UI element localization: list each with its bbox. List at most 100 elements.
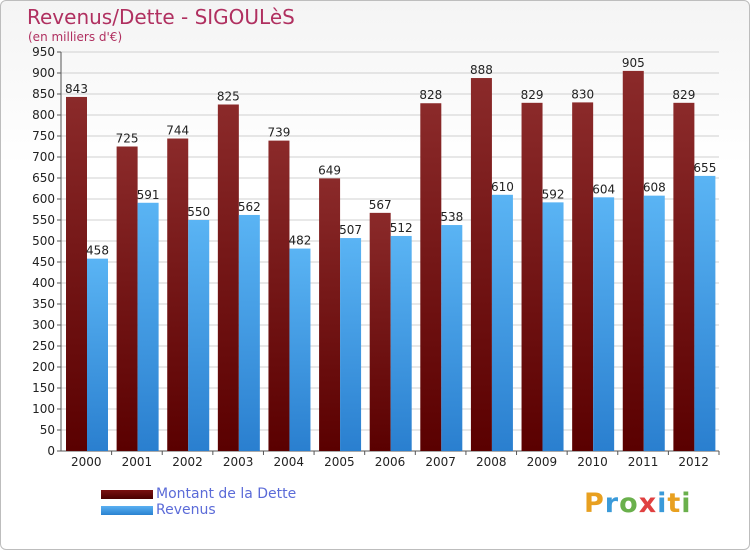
bar-debt xyxy=(622,70,644,452)
data-label-debt: 905 xyxy=(622,56,645,70)
bar-revenue xyxy=(238,214,260,451)
bar-debt xyxy=(268,140,290,451)
bar-revenue xyxy=(188,220,210,451)
y-tick-label: 200 xyxy=(32,360,55,374)
y-tick-label: 450 xyxy=(32,255,55,269)
y-tick-label: 400 xyxy=(32,276,55,290)
data-label-revenue: 550 xyxy=(187,205,210,219)
data-label-revenue: 591 xyxy=(137,188,160,202)
data-label-revenue: 592 xyxy=(542,187,565,201)
y-tick-label: 300 xyxy=(32,318,55,332)
logo-letter: P xyxy=(584,488,605,519)
bar-debt xyxy=(673,102,695,451)
bar-revenue xyxy=(643,195,665,451)
bar-revenue xyxy=(289,248,311,451)
legend-item-revenue: Revenus xyxy=(101,502,296,518)
bar-revenue xyxy=(593,197,615,451)
bar-debt xyxy=(420,103,442,452)
data-label-debt: 843 xyxy=(65,82,88,96)
bar-debt xyxy=(470,78,492,451)
y-tick-label: 900 xyxy=(32,66,55,80)
x-tick-label: 2001 xyxy=(122,455,153,469)
bars-layer xyxy=(66,70,716,452)
bar-debt xyxy=(319,178,341,452)
legend-label-debt: Montant de la Dette xyxy=(156,486,297,502)
bar-debt xyxy=(217,104,239,451)
logo-letter: i xyxy=(657,488,668,519)
x-tick-label: 2007 xyxy=(425,455,456,469)
bar-debt xyxy=(167,138,189,451)
data-label-debt: 744 xyxy=(166,124,189,138)
logo-letter: x xyxy=(638,488,658,519)
x-tick-label: 2006 xyxy=(375,455,406,469)
y-tick-label: 50 xyxy=(40,423,55,437)
data-label-revenue: 538 xyxy=(440,210,463,224)
data-label-revenue: 604 xyxy=(592,182,615,196)
y-tick-label: 700 xyxy=(32,150,55,164)
y-tick-label: 500 xyxy=(32,234,55,248)
data-label-revenue: 507 xyxy=(339,223,362,237)
labels-layer: 0 50 100 150 200 250 300 350 400 450 500 550 600 650 7… xyxy=(32,45,716,469)
data-label-debt: 830 xyxy=(571,87,594,101)
data-label-debt: 829 xyxy=(672,88,695,102)
data-label-revenue: 608 xyxy=(643,181,666,195)
bar-debt xyxy=(521,102,543,451)
x-tick-label: 2003 xyxy=(223,455,254,469)
x-tick-label: 2004 xyxy=(273,455,304,469)
data-label-debt: 649 xyxy=(318,163,341,177)
data-label-revenue: 482 xyxy=(289,234,312,248)
bar-debt xyxy=(116,146,138,451)
y-tick-label: 100 xyxy=(32,402,55,416)
chart-subtitle: (en milliers d'€) xyxy=(28,30,123,44)
bar-revenue xyxy=(340,238,362,451)
bar-revenue xyxy=(491,194,513,452)
x-tick-label: 2000 xyxy=(71,455,102,469)
data-label-revenue: 512 xyxy=(390,221,413,235)
bar-revenue xyxy=(542,202,564,451)
data-label-debt: 739 xyxy=(268,126,291,140)
y-tick-label: 750 xyxy=(32,129,55,143)
bar-revenue xyxy=(441,225,463,451)
x-tick-label: 2010 xyxy=(577,455,608,469)
data-label-revenue: 655 xyxy=(693,161,716,175)
bar-debt xyxy=(369,212,391,451)
data-label-debt: 567 xyxy=(369,198,392,212)
y-tick-label: 600 xyxy=(32,192,55,206)
x-tick-label: 2008 xyxy=(476,455,507,469)
bar-debt xyxy=(66,96,87,451)
bar-debt xyxy=(572,102,594,452)
legend-swatch-debt xyxy=(101,489,153,499)
y-tick-label: 800 xyxy=(32,108,55,122)
bar-revenue xyxy=(694,175,716,451)
x-tick-label: 2012 xyxy=(678,455,709,469)
chart-title: Revenus/Dette - SIGOULèS xyxy=(27,5,295,29)
data-label-revenue: 562 xyxy=(238,200,261,214)
data-label-revenue: 610 xyxy=(491,180,514,194)
bar-revenue xyxy=(390,235,412,451)
data-label-debt: 888 xyxy=(470,63,493,77)
y-tick-label: 850 xyxy=(32,87,55,101)
data-label-debt: 828 xyxy=(419,88,442,102)
x-tick-label: 2005 xyxy=(324,455,355,469)
x-tick-label: 2011 xyxy=(628,455,659,469)
data-label-debt: 825 xyxy=(217,90,240,104)
y-tick-label: 250 xyxy=(32,339,55,353)
bar-revenue xyxy=(87,258,108,451)
legend-item-debt: Montant de la Dette xyxy=(101,486,296,502)
x-tick-label: 2002 xyxy=(172,455,203,469)
legend-label-revenue: Revenus xyxy=(156,502,216,518)
y-tick-label: 550 xyxy=(32,213,55,227)
y-tick-label: 950 xyxy=(32,45,55,59)
logo-letter: i xyxy=(681,488,692,519)
y-tick-label: 0 xyxy=(47,444,55,458)
logo-letter: r xyxy=(604,488,620,519)
bar-revenue xyxy=(137,202,159,451)
proxiti-logo: Proxiti xyxy=(584,488,692,519)
legend-swatch-revenue xyxy=(101,505,153,515)
y-tick-label: 150 xyxy=(32,381,55,395)
data-label-revenue: 458 xyxy=(86,244,109,258)
logo-letter: t xyxy=(667,488,682,519)
data-label-debt: 829 xyxy=(521,88,544,102)
